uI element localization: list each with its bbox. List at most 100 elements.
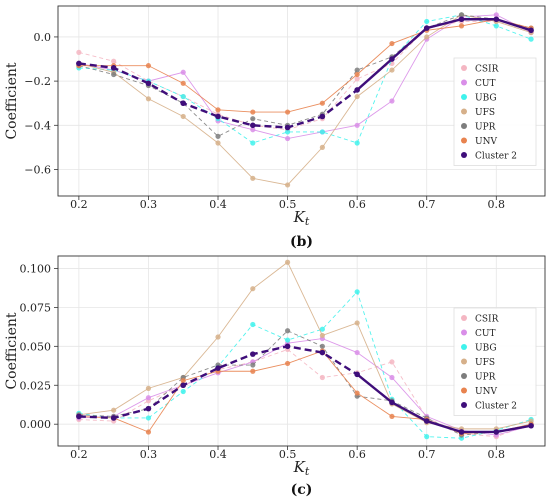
legend-label: UNV: [475, 387, 497, 397]
point-ufs: [284, 182, 291, 188]
point-upr: [250, 116, 256, 122]
point-ufs: [389, 67, 395, 73]
legend-marker: [461, 108, 467, 115]
point-ufs: [250, 286, 256, 292]
point-unv: [458, 23, 465, 29]
point-upr: [458, 12, 465, 18]
point-ubg: [354, 289, 360, 295]
point-cut: [389, 98, 395, 104]
point-cluster-2: [215, 113, 221, 120]
legend-marker: [461, 137, 467, 144]
point-ubg: [319, 129, 325, 135]
legend-box: [453, 307, 537, 416]
legend-marker: [461, 344, 467, 350]
point-ufs: [180, 113, 186, 120]
legend-marker: [461, 123, 467, 129]
legend-marker: [461, 402, 467, 408]
point-cluster-2: [145, 405, 152, 412]
point-cluster-2: [423, 25, 430, 31]
legend-label: UPR: [475, 123, 496, 133]
point-csir: [111, 58, 117, 64]
point-ubg: [284, 337, 291, 343]
legend-label: CUT: [475, 79, 495, 89]
point-unv: [284, 360, 291, 367]
point-csir: [354, 76, 360, 82]
y-tick-label: −0.4: [24, 119, 51, 132]
x-axis-label: Kt: [293, 208, 310, 228]
point-csir: [319, 374, 325, 381]
legend-marker: [461, 358, 467, 365]
legend-label: CSIR: [475, 315, 499, 325]
point-ubg: [493, 23, 499, 29]
plot-frame: [57, 5, 546, 197]
series-line-ufs: [78, 261, 532, 430]
x-tick-label: 0.5: [279, 448, 297, 461]
point-cluster-2: [145, 80, 152, 87]
series-line-unv: [78, 18, 532, 113]
point-unv: [389, 413, 395, 420]
legend-marker: [461, 329, 467, 336]
y-tick-label: 0.025: [20, 379, 52, 392]
point-ubg: [424, 18, 430, 25]
point-cluster-2: [180, 100, 187, 107]
x-tick-label: 0.8: [488, 198, 506, 211]
y-tick-label: 0.100: [20, 262, 52, 275]
point-ufs: [215, 334, 221, 340]
point-cluster-2: [319, 349, 326, 356]
point-cut: [389, 374, 395, 381]
x-tick-label: 0.6: [348, 198, 366, 211]
panel-label: (c): [291, 482, 313, 498]
point-ufs: [145, 385, 152, 391]
x-tick-label: 0.8: [488, 448, 506, 461]
point-cluster-2: [458, 16, 465, 23]
point-cluster-2: [528, 27, 534, 34]
point-cut: [145, 395, 152, 401]
point-ufs: [215, 140, 221, 146]
point-ubg: [180, 388, 186, 395]
series-line-ufs: [78, 14, 532, 186]
point-cluster-2: [354, 371, 360, 378]
panel-1: 0.2 0.3 0.4 0.5 0.6 0.7 0.8 0.000 0.025 0.050 0.07…: [4, 255, 546, 498]
x-tick-label: 0.4: [209, 198, 227, 211]
series-line-upr: [78, 14, 532, 137]
point-csir: [76, 49, 82, 55]
point-cluster-2: [76, 413, 82, 420]
point-ufs: [319, 144, 325, 150]
series-line-cluster-2-dashed: [78, 62, 358, 129]
point-ubg: [424, 434, 430, 440]
point-unv: [145, 63, 152, 69]
point-ufs: [250, 175, 256, 181]
point-ufs: [354, 93, 360, 100]
point-cluster-2: [319, 113, 326, 120]
x-tick-label: 0.7: [418, 448, 436, 461]
legend-marker: [461, 373, 467, 379]
point-ufs: [354, 320, 360, 326]
point-ufs: [145, 96, 152, 102]
x-axis-label: Kt: [293, 458, 310, 478]
y-axis-label: Coefficient: [4, 312, 20, 389]
point-upr: [319, 343, 325, 349]
x-tick-label: 0.6: [348, 448, 366, 461]
series-line-cluster-2-solid: [356, 18, 532, 91]
legend-label: UBG: [475, 94, 497, 104]
x-tick-label: 0.7: [418, 198, 436, 211]
point-ufs: [111, 407, 117, 413]
y-axis-label: Coefficient: [4, 62, 20, 139]
point-unv: [180, 377, 186, 384]
point-cut: [354, 349, 360, 356]
point-cluster-2: [250, 122, 256, 129]
series-line-cluster-2-dashed: [78, 345, 358, 420]
point-ufs: [284, 259, 291, 265]
point-unv: [319, 100, 325, 106]
legend-label: CSIR: [475, 65, 499, 75]
point-cluster-2: [354, 87, 360, 93]
point-ubg: [180, 93, 186, 100]
x-tick-label: 0.2: [70, 448, 88, 461]
y-tick-label: 0.075: [20, 301, 52, 314]
point-cluster-2: [493, 16, 500, 23]
y-tick-label: −0.2: [24, 75, 51, 88]
x-tick-label: 0.2: [70, 198, 88, 211]
point-ubg: [354, 140, 360, 146]
point-cluster-2: [389, 399, 395, 406]
